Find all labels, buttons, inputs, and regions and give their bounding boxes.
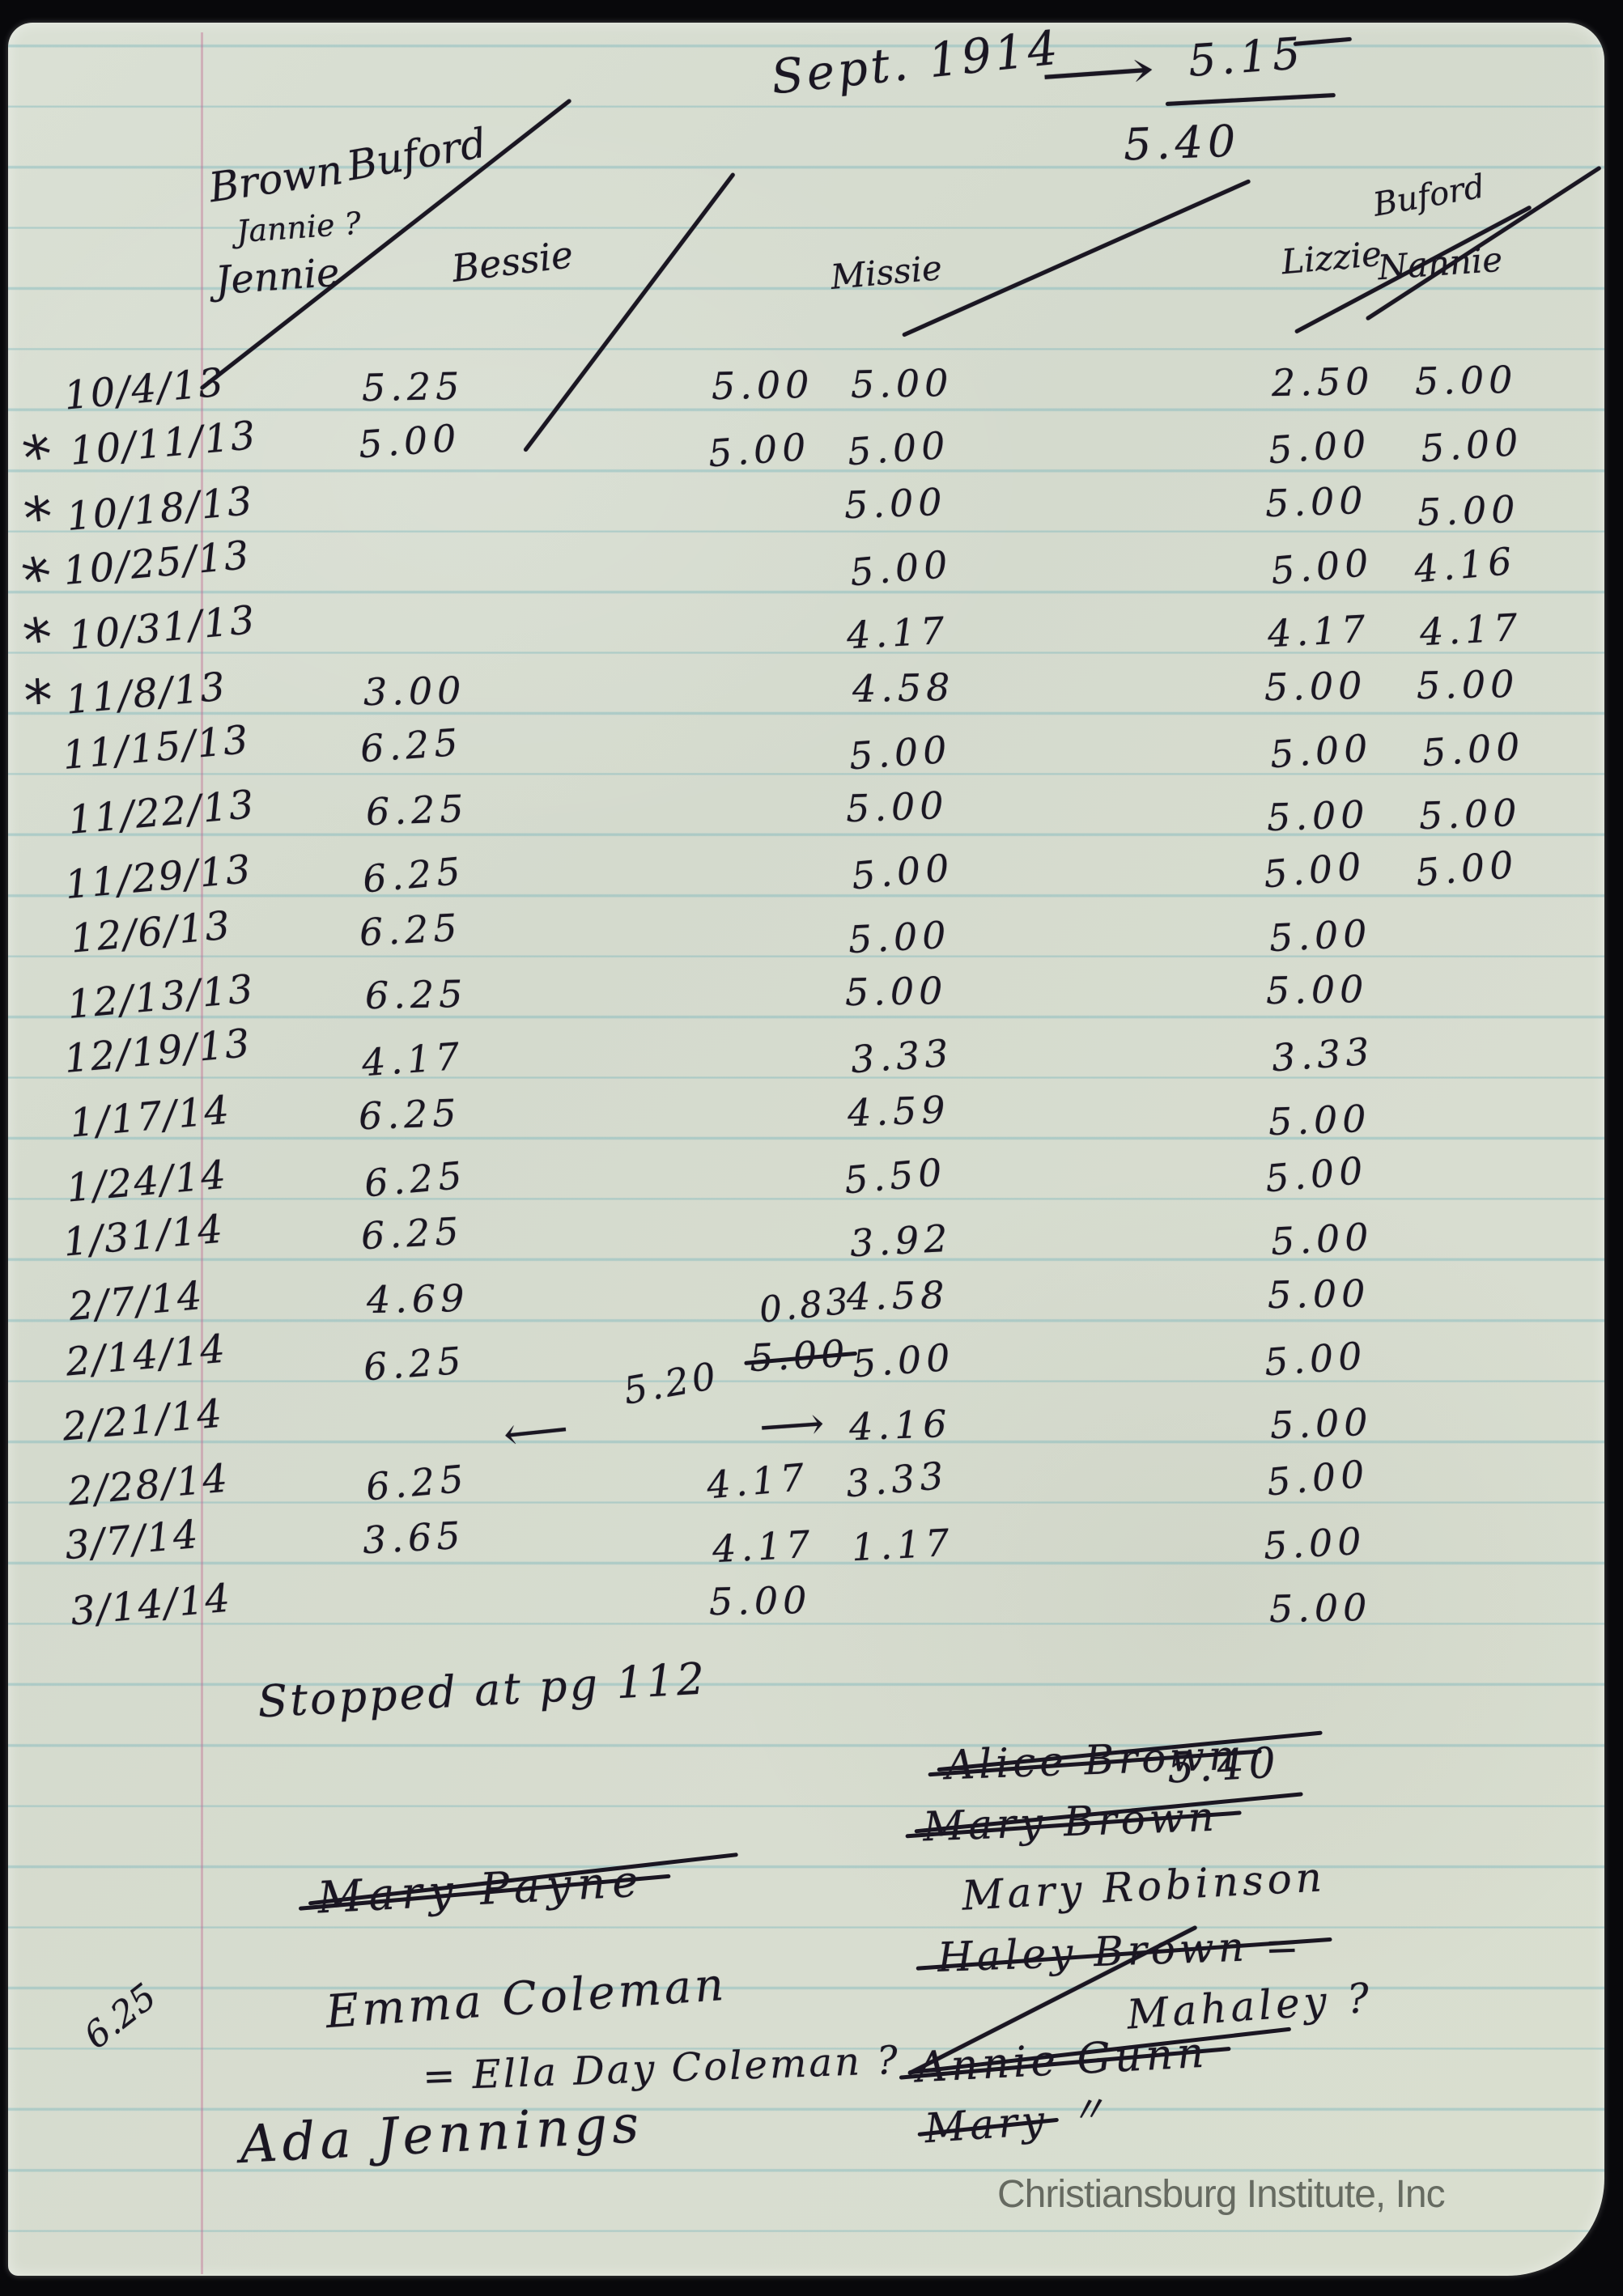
value-cell-missie: 3.33 (849, 1030, 955, 1082)
column-header-nannie: Nannie (1376, 239, 1504, 288)
value-cell-missie: 5.00 (851, 1335, 957, 1386)
value-cell-jennie: 6.25 (359, 719, 465, 771)
header-value-top: 5.15 (1186, 28, 1307, 87)
value-cell-missie: 5.00 (849, 845, 956, 898)
value-cell-lizzie: 5.00 (1262, 1518, 1367, 1568)
value-cell-jennie: 4.69 (366, 1275, 469, 1322)
value-cell-lizzie: 5.00 (1265, 966, 1369, 1013)
value-cell-missie: 5.00 (845, 783, 950, 831)
value-cell-jennie: 6.25 (360, 848, 467, 902)
value-cell-missie: 5.00 (844, 968, 948, 1015)
value-cell-nannie: 5.00 (1414, 357, 1518, 404)
value-cell-lizzie: 4.17 (1266, 606, 1371, 656)
value-cell-jennie: 4.17 (360, 1033, 466, 1085)
date-cell: 3/7/14 (62, 1511, 202, 1569)
header-value-bottom: 5.40 (1122, 115, 1242, 171)
value-cell-missie: 5.00 (843, 479, 948, 528)
correction-new-value: 0.83 (757, 1280, 854, 1331)
value-cell-jennie: 6.25 (365, 786, 469, 834)
value-cell-nannie: 5.00 (1418, 790, 1523, 838)
value-cell-jennie: 3.00 (363, 668, 466, 715)
value-cell-jennie: 6.25 (358, 905, 463, 955)
value-cell-lizzie: 5.00 (1264, 477, 1369, 526)
value-cell-lizzie: 5.00 (1268, 540, 1375, 593)
watermark-text: Christiansburg Institute, Inc (997, 2173, 1446, 2216)
name-entry: Mary Brown (922, 1793, 1219, 1851)
value-cell-bessie: 5.00 (711, 362, 814, 409)
value-cell-bessie: 4.17 (704, 1454, 811, 1508)
value-cell-bessie: 5.00 (708, 1577, 812, 1624)
value-cell-lizzie: 5.00 (1263, 1333, 1369, 1385)
column-header-jennie2: Jennie (214, 249, 342, 304)
value-cell-missie: 4.16 (848, 1401, 953, 1449)
value-cell-lizzie: 5.00 (1268, 1096, 1372, 1144)
name-entry: Mary (923, 2096, 1050, 2153)
value-cell-missie: 4.58 (846, 1272, 950, 1319)
value-cell-lizzie: 5.00 (1268, 910, 1373, 961)
value-cell-bessie: 5.00 (707, 424, 813, 476)
value-cell-nannie: 5.00 (1419, 419, 1525, 471)
value-cell-missie: 5.00 (848, 541, 954, 595)
value-cell-jennie: 6.25 (362, 1338, 468, 1390)
annotation-arrow-left: ⟵ (500, 1402, 571, 1462)
value-cell-nannie: 5.00 (1417, 486, 1521, 535)
value-cell-lizzie: 5.00 (1264, 1451, 1371, 1504)
star-mark: * (22, 667, 55, 735)
value-cell-missie: 5.00 (847, 912, 952, 962)
name-entry-value: 5.40 (1166, 1738, 1282, 1793)
value-cell-jennie: 6.25 (359, 1208, 465, 1258)
value-cell-missie: 5.00 (848, 727, 954, 779)
paper-sheet (8, 23, 1604, 2276)
margin-line (201, 32, 203, 2274)
value-cell-nannie: 5.00 (1413, 842, 1520, 895)
name-entry: Haley Brown = (937, 1921, 1304, 1981)
ruled-lines (8, 23, 1604, 2276)
value-cell-lizzie: 5.00 (1269, 1399, 1374, 1448)
value-cell-lizzie: 5.00 (1269, 1214, 1374, 1264)
star-mark: * (20, 483, 57, 553)
value-cell-lizzie: 5.00 (1268, 725, 1374, 777)
value-cell-lizzie: 5.00 (1267, 421, 1373, 473)
value-cell-jennie: 5.25 (361, 363, 465, 410)
value-cell-lizzie: 5.00 (1267, 1271, 1370, 1318)
column-header-lizzie: Lizzie (1280, 233, 1383, 282)
value-cell-lizzie: 2.50 (1271, 359, 1374, 405)
value-cell-nannie: 4.17 (1418, 605, 1523, 655)
value-cell-nannie: 4.16 (1412, 538, 1519, 592)
column-header-jannie: Jannie ? (235, 205, 363, 250)
value-cell-nannie: 5.00 (1421, 724, 1527, 775)
header-arrow: ⟶ (1038, 37, 1158, 108)
value-cell-missie: 4.17 (845, 608, 950, 658)
value-cell-missie: 5.00 (850, 360, 954, 407)
value-cell-missie: 4.59 (847, 1087, 951, 1135)
date-cell: 2/7/14 (66, 1272, 206, 1330)
value-cell-missie: 5.50 (842, 1149, 949, 1203)
value-cell-lizzie: 5.00 (1268, 1585, 1372, 1632)
correction-old-value: 5.00 (748, 1330, 850, 1381)
value-cell-bessie: 4.17 (711, 1521, 816, 1572)
value-cell-jennie: 5.00 (357, 415, 463, 467)
value-cell-lizzie: 5.00 (1263, 1148, 1370, 1201)
value-cell-missie: 5.00 (846, 422, 952, 474)
value-cell-nannie: 5.00 (1416, 661, 1519, 708)
value-cell-lizzie: 5.00 (1264, 663, 1367, 710)
value-cell-jennie: 3.65 (361, 1513, 466, 1563)
value-cell-jennie: 6.25 (364, 971, 468, 1018)
value-cell-missie: 4.58 (852, 664, 955, 711)
value-cell-lizzie: 5.00 (1266, 792, 1370, 840)
value-cell-jennie: 6.25 (358, 1090, 462, 1139)
value-cell-missie: 3.33 (843, 1453, 950, 1506)
value-cell-jennie: 6.25 (363, 1456, 470, 1509)
annotation-arrow-right: ⟶ (757, 1397, 826, 1454)
value-cell-lizzie: 5.00 (1261, 843, 1368, 897)
value-cell-jennie: 6.25 (362, 1152, 469, 1206)
value-cell-missie: 3.92 (848, 1216, 954, 1266)
column-header-missie: Missie (829, 248, 944, 297)
ditto-mark: 〃 (1069, 2088, 1107, 2133)
value-cell-missie: 1.17 (850, 1520, 955, 1570)
value-cell-lizzie: 3.33 (1270, 1029, 1376, 1080)
